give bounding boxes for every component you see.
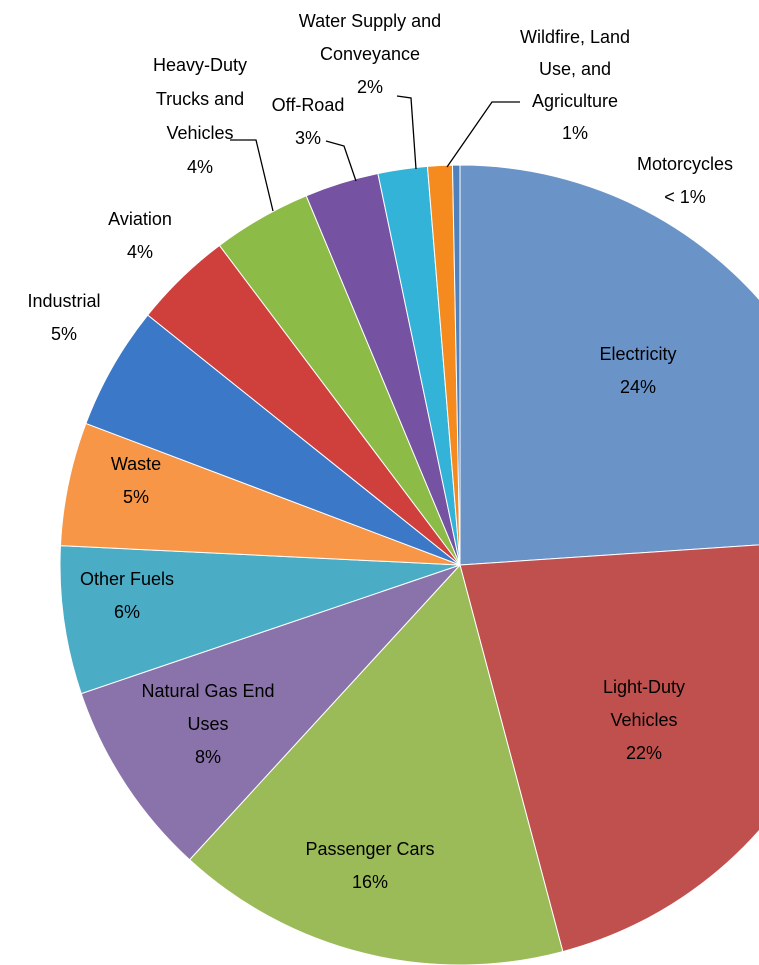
slice-label: Industrial — [27, 291, 100, 311]
slice-value-label: 8% — [195, 747, 221, 767]
slice-value-label: 6% — [114, 602, 140, 622]
pie-slice — [80, 564, 461, 861]
slice-label: Waste — [111, 454, 161, 474]
slice-label: Off-Road — [272, 95, 345, 115]
slice-value-label: 5% — [123, 487, 149, 507]
pie-slice — [459, 544, 759, 953]
pie-slice — [459, 164, 759, 566]
pie — [59, 164, 759, 965]
slice-label: Water Supply and Conveyance — [299, 11, 441, 64]
slice-label: Motorcycles — [637, 154, 733, 174]
pie-slice — [451, 164, 461, 566]
slice-value-label: 24% — [620, 377, 656, 397]
slice-label: Natural Gas End Uses — [141, 681, 274, 734]
pie-slice — [59, 545, 461, 695]
slice-value-label: 2% — [357, 77, 383, 97]
slice-label: Passenger Cars — [305, 839, 434, 859]
slice-label: Light-Duty Vehicles — [603, 677, 685, 730]
slice-value-label: 1% — [562, 123, 588, 143]
leader-line — [446, 101, 520, 168]
slice-value-label: 22% — [626, 743, 662, 763]
slice-label: Wildfire, Land Use, and Agriculture — [520, 27, 630, 111]
slice-value-label: 5% — [51, 324, 77, 344]
leader-line — [325, 140, 357, 182]
slice-label: Other Fuels — [80, 569, 174, 589]
slice-value-label: < 1% — [664, 187, 706, 207]
leader-line — [230, 139, 274, 212]
slice-value-label: 3% — [295, 128, 321, 148]
slice-label: Aviation — [108, 209, 172, 229]
leader-line — [396, 95, 417, 170]
pie-slice — [188, 563, 564, 965]
labels: Electricity 24% Light-Duty Vehicles 22% Passe… — [27, 11, 733, 892]
slice-label: Heavy-Duty Trucks and Vehicles — [153, 55, 247, 143]
slice-value-label: 4% — [127, 242, 153, 262]
slice-label: Electricity — [599, 344, 676, 364]
slice-value-label: 16% — [352, 872, 388, 892]
slice-value-label: 4% — [187, 157, 213, 177]
